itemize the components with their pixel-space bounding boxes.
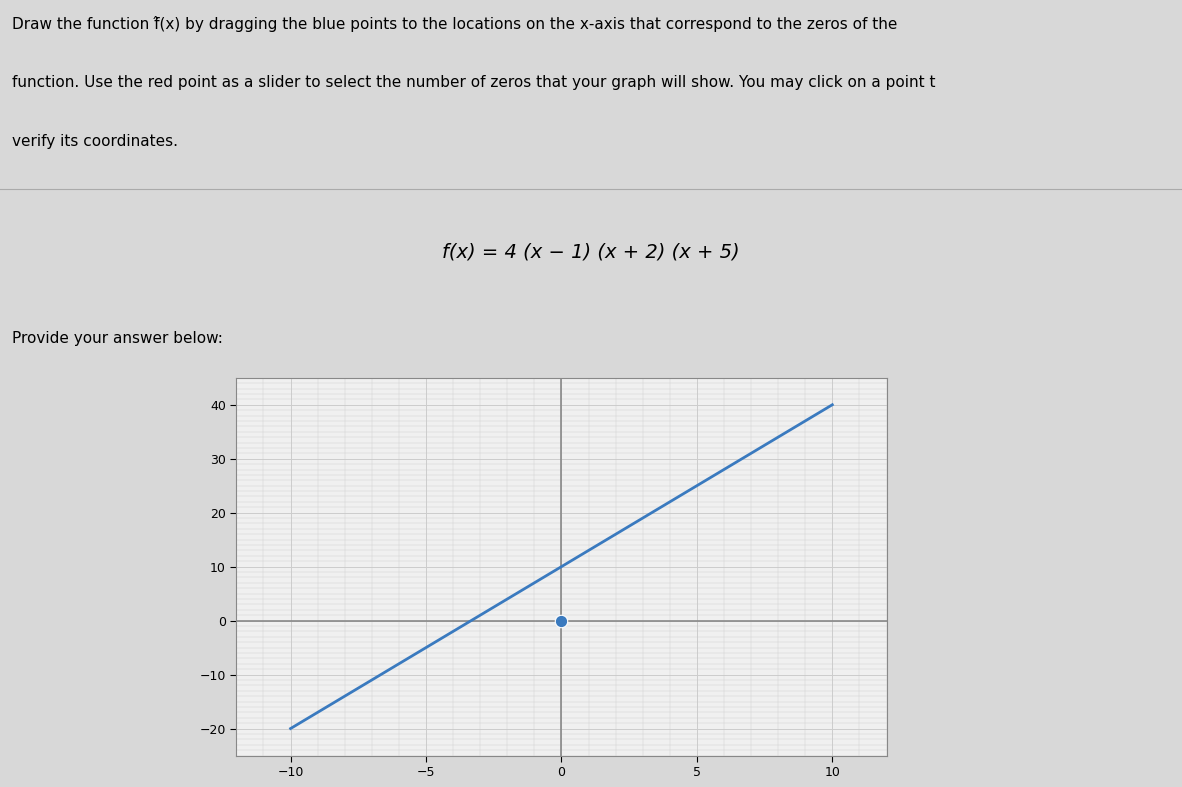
Text: Provide your answer below:: Provide your answer below:	[12, 331, 222, 346]
Point	[552, 615, 571, 627]
Text: Draw the function f̂(x) by dragging the blue points to the locations on the x-ax: Draw the function f̂(x) by dragging the …	[12, 16, 897, 31]
Text: f(x) = 4 (x − 1) (x + 2) (x + 5): f(x) = 4 (x − 1) (x + 2) (x + 5)	[442, 242, 740, 261]
Text: function. Use the red point as a slider to select the number of zeros that your : function. Use the red point as a slider …	[12, 75, 935, 90]
Text: verify its coordinates.: verify its coordinates.	[12, 134, 177, 149]
